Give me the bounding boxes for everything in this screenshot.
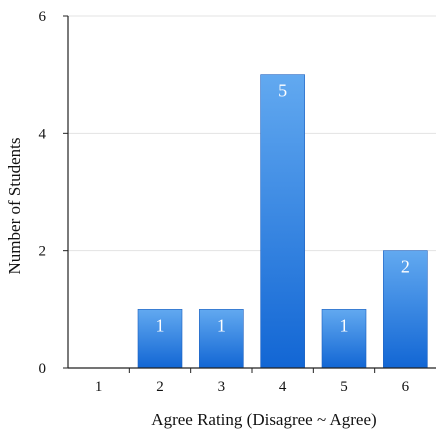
bar-2 (137, 309, 183, 369)
x-tick-label-3: 3 (218, 379, 226, 395)
bar-4 (260, 74, 305, 369)
bars (137, 74, 428, 369)
bar-value-label-6: 2 (401, 257, 410, 277)
y-tick-label-6: 6 (39, 9, 47, 25)
grid-lines (68, 15, 436, 252)
x-axis-title: Agree Rating (Disagree ~ Agree) (151, 410, 376, 429)
y-axis-title: Number of Students (5, 138, 24, 275)
x-tick-label-2: 2 (156, 379, 164, 395)
bar-6 (383, 250, 428, 369)
bar-5 (321, 309, 367, 369)
y-tick-label-0: 0 (39, 361, 47, 377)
bar-3 (199, 309, 244, 369)
x-tick-label-5: 5 (340, 379, 348, 395)
bar-value-label-2: 1 (156, 315, 165, 335)
labels: 1 1 2 1 3 5 4 1 5 2 6 0 2 4 6 (39, 9, 410, 395)
y-tick-label-4: 4 (39, 126, 47, 142)
bar-value-label-3: 1 (217, 315, 226, 335)
axes (63, 15, 436, 373)
y-tick-label-2: 2 (39, 244, 47, 260)
x-tick-label-4: 4 (279, 379, 287, 395)
bar-value-label-5: 1 (340, 315, 349, 335)
bar-value-label-4: 5 (278, 81, 287, 101)
x-tick-label-6: 6 (402, 379, 410, 395)
x-tick-label-1: 1 (95, 379, 103, 395)
